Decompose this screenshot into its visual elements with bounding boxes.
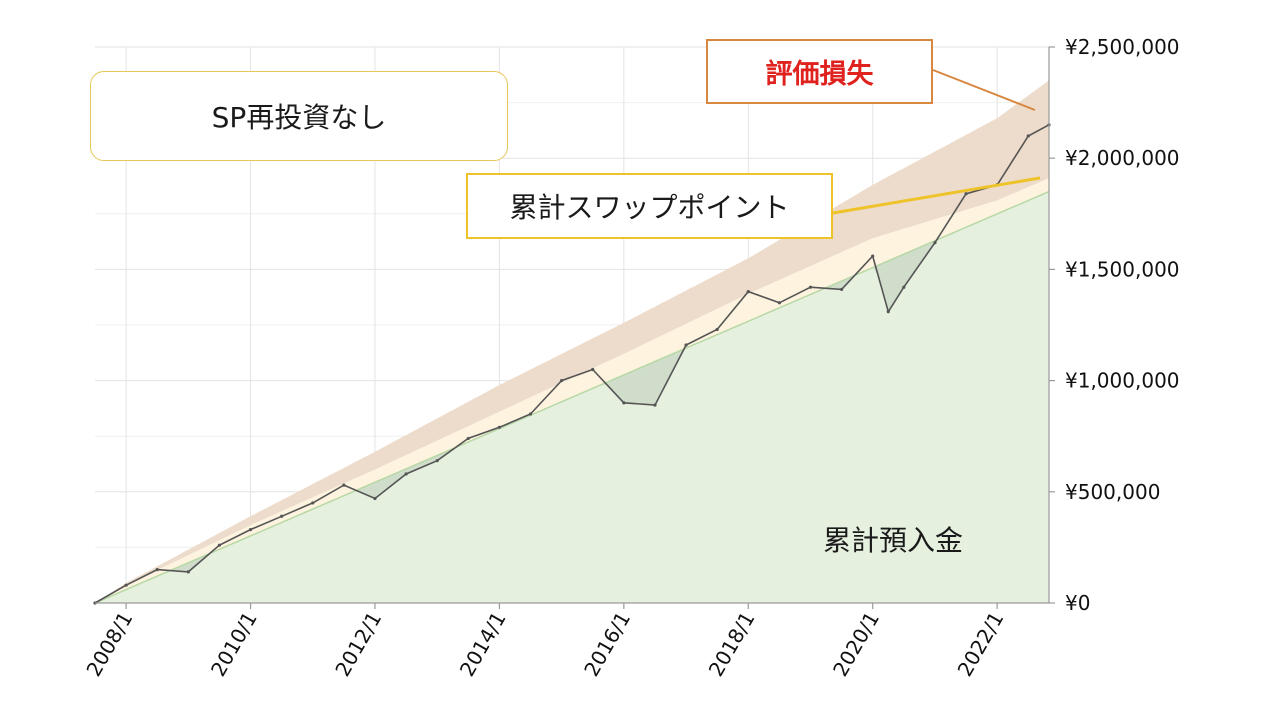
swap-area bbox=[95, 178, 1049, 603]
valuation-point bbox=[155, 568, 159, 572]
valuation-point bbox=[528, 412, 533, 416]
y-tick-label: ¥1,000,000 bbox=[1065, 369, 1180, 393]
valuation-point bbox=[373, 496, 377, 501]
valuation-point bbox=[886, 310, 890, 314]
valuation-point bbox=[217, 543, 222, 547]
x-tick-label: 2010/1 bbox=[206, 608, 262, 681]
valuation-point bbox=[777, 301, 781, 305]
valuation-point bbox=[653, 403, 657, 407]
valuation-point bbox=[591, 367, 595, 372]
x-tick-label: 2008/1 bbox=[81, 608, 137, 681]
x-tick-label: 2012/1 bbox=[330, 608, 386, 681]
x-tick-label: 2016/1 bbox=[579, 608, 635, 681]
valuation-point bbox=[902, 285, 906, 289]
valuation-point bbox=[311, 501, 315, 505]
valuation-point bbox=[466, 436, 470, 441]
y-tick-label: ¥500,000 bbox=[1065, 480, 1160, 504]
valuation-point bbox=[280, 514, 284, 518]
x-tick-label: 2018/1 bbox=[704, 608, 760, 681]
x-tick-label: 2022/1 bbox=[953, 608, 1009, 681]
valuation-point bbox=[248, 528, 253, 532]
valuation-point bbox=[715, 327, 719, 332]
deposit-line bbox=[94, 190, 1050, 604]
chart-title: SP再投資なし bbox=[90, 71, 508, 161]
loss-callout: 評価損失 bbox=[706, 39, 933, 104]
loss-area bbox=[95, 80, 1049, 603]
valuation-point bbox=[342, 483, 346, 487]
x-tick-label: 2020/1 bbox=[828, 608, 884, 681]
valuation-point bbox=[404, 472, 408, 476]
y-tick-label: ¥0 bbox=[1065, 591, 1090, 615]
y-tick-label: ¥1,500,000 bbox=[1065, 257, 1180, 281]
valuation-point bbox=[746, 290, 750, 294]
valuation-point bbox=[435, 459, 439, 463]
loss-leader bbox=[932, 69, 1036, 111]
valuation-point bbox=[124, 583, 128, 587]
valuation-point bbox=[1026, 134, 1030, 138]
deposit-label: 累計預入金 bbox=[823, 524, 964, 557]
valuation-point bbox=[497, 425, 502, 429]
valuation-point bbox=[622, 401, 626, 405]
y-tick-label: ¥2,000,000 bbox=[1065, 146, 1180, 170]
swap-leader bbox=[832, 176, 1041, 215]
valuation-point bbox=[964, 192, 968, 196]
valuation-point bbox=[871, 254, 875, 258]
valuation-point bbox=[186, 570, 190, 574]
valuation-point bbox=[933, 241, 937, 245]
callouts bbox=[832, 69, 1041, 215]
valuation-point bbox=[840, 287, 844, 292]
x-tick-label: 2014/1 bbox=[455, 608, 511, 681]
valuation-point bbox=[560, 379, 564, 383]
swap-callout: 累計スワップポイント bbox=[466, 173, 833, 239]
valuation-point bbox=[684, 343, 688, 347]
valuation-point bbox=[808, 285, 813, 289]
y-tick-label: ¥2,500,000 bbox=[1065, 35, 1180, 59]
